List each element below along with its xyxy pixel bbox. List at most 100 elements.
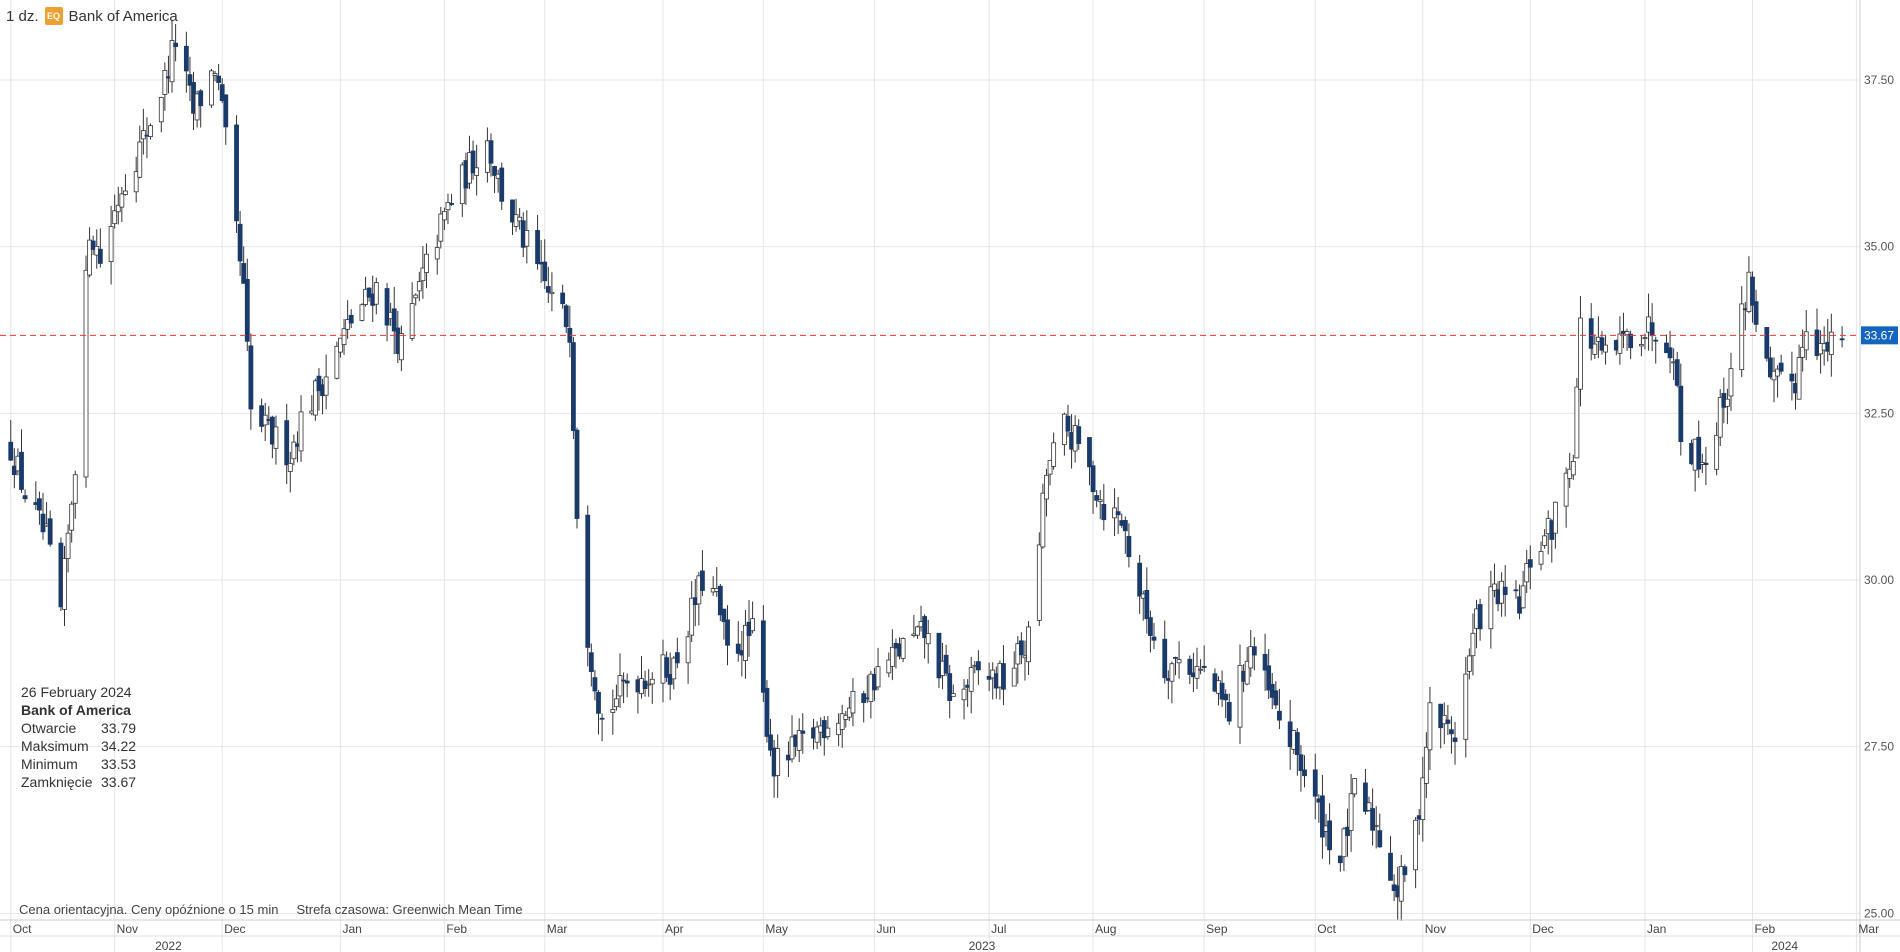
equity-badge-icon: EQ xyxy=(44,7,63,25)
candle xyxy=(115,186,121,225)
candle-body xyxy=(413,294,419,299)
y-tick-label: 37.50 xyxy=(1864,73,1894,87)
candle xyxy=(1624,328,1630,351)
x-tick-label: Dec xyxy=(224,922,245,936)
candle-body xyxy=(1800,346,1806,358)
candle xyxy=(1402,864,1408,882)
candle-body xyxy=(1312,769,1318,797)
candle xyxy=(649,672,655,704)
candle-body xyxy=(1398,866,1404,902)
candle xyxy=(366,287,372,302)
candle xyxy=(173,24,179,62)
candle-body xyxy=(1040,492,1046,548)
candle xyxy=(1198,659,1203,675)
candle-body xyxy=(517,216,523,222)
candle-body xyxy=(1796,357,1802,400)
candle xyxy=(1348,773,1354,852)
candle xyxy=(97,228,103,268)
candle xyxy=(1363,768,1368,815)
candle xyxy=(409,282,415,341)
candle-body xyxy=(950,693,956,697)
x-tick-label: Jan xyxy=(342,922,361,936)
candle xyxy=(610,689,616,735)
candle-body xyxy=(316,375,322,392)
candle-body xyxy=(922,616,928,639)
candle xyxy=(137,125,143,179)
candle-body xyxy=(47,518,53,545)
candle-body xyxy=(1101,504,1107,521)
candle xyxy=(1800,329,1806,372)
x-tick-label: Aug xyxy=(1095,922,1116,936)
candle xyxy=(585,505,591,667)
candle xyxy=(1463,657,1469,758)
candle-body xyxy=(725,619,730,646)
candle-body xyxy=(1148,617,1153,636)
year-label: 2022 xyxy=(155,939,182,952)
candle xyxy=(359,303,365,322)
info-box: 26 February 2024 Bank of America Otwarci… xyxy=(21,683,136,791)
candle xyxy=(743,610,748,679)
candle-body xyxy=(1298,754,1304,772)
candle-body xyxy=(115,204,121,213)
candle xyxy=(334,341,340,380)
candle xyxy=(183,31,189,93)
candle-body xyxy=(814,726,820,743)
candle xyxy=(1678,363,1684,456)
candle xyxy=(524,210,530,264)
candle-body xyxy=(1151,636,1157,641)
candle xyxy=(1696,420,1702,478)
candle-body xyxy=(72,474,78,504)
candle-body xyxy=(1599,337,1605,351)
candle-body xyxy=(1341,828,1347,858)
candle xyxy=(1194,647,1200,690)
candle-body xyxy=(1764,327,1770,359)
candle-body xyxy=(689,597,695,636)
candle-body xyxy=(1366,802,1372,811)
candle xyxy=(1470,613,1476,676)
candle xyxy=(1051,432,1057,470)
candle xyxy=(1137,554,1143,614)
candle xyxy=(198,89,204,128)
candle-body xyxy=(449,202,454,205)
candle-body xyxy=(488,140,494,164)
candle xyxy=(1724,388,1730,425)
candle-body xyxy=(338,337,343,353)
candle xyxy=(119,186,125,223)
candle xyxy=(1377,813,1383,848)
candle xyxy=(1398,854,1404,921)
candle xyxy=(1524,549,1530,594)
candle-body xyxy=(284,420,290,466)
last-price-tag xyxy=(1861,326,1898,345)
candle xyxy=(975,650,981,685)
candle xyxy=(1115,496,1121,534)
candle xyxy=(187,56,193,102)
info-row-open: Otwarcie 33.79 xyxy=(21,719,136,737)
candle-body xyxy=(137,141,143,178)
candle-body xyxy=(535,230,540,265)
candle xyxy=(123,174,128,196)
candle-body xyxy=(599,717,605,720)
candle xyxy=(563,303,569,333)
year-label: 2024 xyxy=(1771,939,1798,952)
candle xyxy=(1047,459,1053,486)
candle-body xyxy=(1076,426,1082,444)
candle-body xyxy=(563,305,569,328)
candle xyxy=(219,78,225,104)
candle xyxy=(438,206,444,249)
candle xyxy=(1563,467,1569,528)
candle xyxy=(1094,489,1100,508)
candle-body xyxy=(1574,386,1580,459)
candle xyxy=(341,319,347,355)
x-tick-label: Oct xyxy=(13,922,32,936)
candle xyxy=(1294,728,1300,776)
interval-label[interactable]: 1 dz. xyxy=(6,7,39,25)
candle-body xyxy=(560,292,566,305)
candle-body xyxy=(1226,701,1232,722)
candle-body xyxy=(596,691,601,714)
candle xyxy=(725,605,730,666)
candle-body xyxy=(1667,347,1673,359)
candle-body xyxy=(441,210,447,221)
candle-body xyxy=(1097,499,1103,502)
candle-body xyxy=(1001,663,1006,690)
